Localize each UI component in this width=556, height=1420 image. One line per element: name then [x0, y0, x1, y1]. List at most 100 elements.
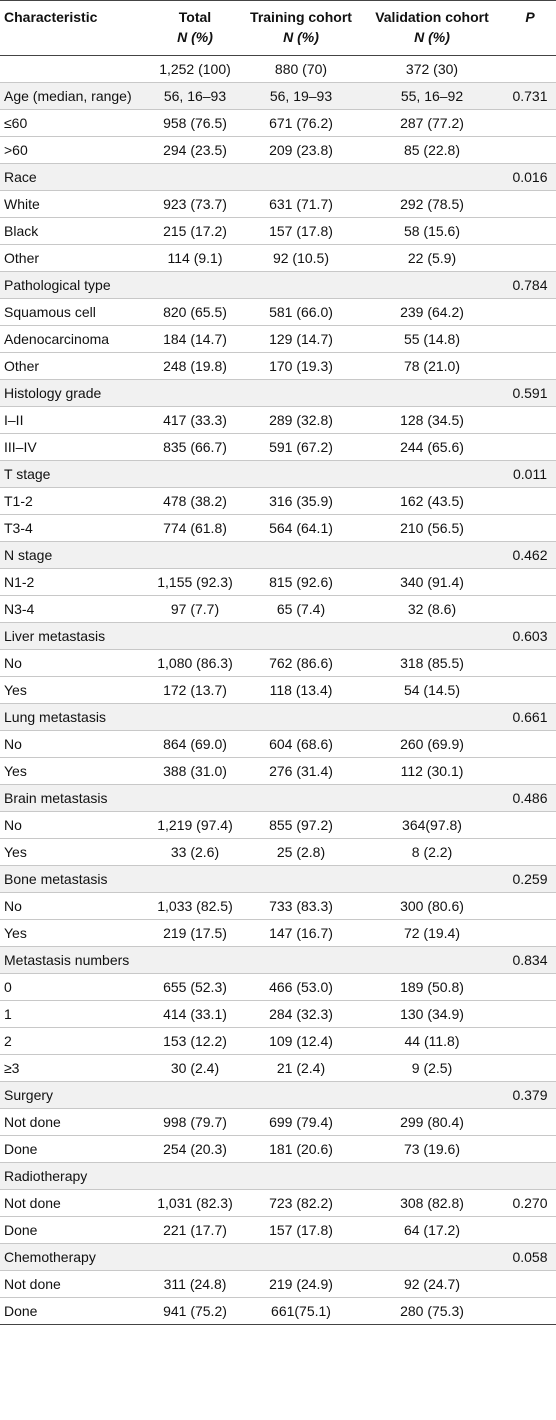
- row-training: 723 (82.2): [269, 1195, 333, 1211]
- table-row: Done 941 (75.2) 661(75.1) 280 (75.3): [0, 1297, 556, 1325]
- row-total: 1,031 (82.3): [157, 1195, 233, 1211]
- row-label: No: [4, 736, 22, 752]
- row-p-value: 0.661: [512, 709, 548, 725]
- row-label: No: [4, 655, 22, 671]
- table-group-row: Surgery 0.379: [0, 1081, 556, 1109]
- row-label: N stage: [4, 547, 53, 563]
- row-training: [240, 272, 360, 299]
- row-training: 631 (71.7): [269, 196, 333, 212]
- row-p-value: [502, 920, 556, 947]
- row-total: [148, 947, 240, 974]
- table-row: Done 221 (17.7) 157 (17.8) 64 (17.2): [0, 1216, 556, 1244]
- table-row: No 1,033 (82.5) 733 (83.3) 300 (80.6): [0, 892, 556, 920]
- row-training: 661(75.1): [271, 1303, 331, 1319]
- row-p-value: [502, 137, 556, 164]
- row-label: Yes: [4, 844, 27, 860]
- row-validation: [360, 866, 502, 893]
- table-group-row: Histology grade 0.591: [0, 379, 556, 407]
- header-training: Training cohort N (%): [240, 1, 360, 56]
- table-row: Other 114 (9.1) 92 (10.5) 22 (5.9): [0, 244, 556, 272]
- table-group-row: Race 0.016: [0, 163, 556, 191]
- row-p-value: [502, 569, 556, 596]
- row-total: 923 (73.7): [163, 196, 227, 212]
- row-label: N3-4: [4, 601, 35, 617]
- row-label: ≤60: [4, 115, 28, 131]
- table-row: Yes 388 (31.0) 276 (31.4) 112 (30.1): [0, 757, 556, 785]
- row-validation: [360, 461, 502, 488]
- row-p-value: [502, 1136, 556, 1163]
- table-row: T3-4 774 (61.8) 564 (64.1) 210 (56.5): [0, 514, 556, 542]
- table-group-row: Lung metastasis 0.661: [0, 703, 556, 731]
- row-label: >60: [4, 142, 28, 158]
- table-body: 1,252 (100) 880 (70) 372 (30) Age (median, …: [0, 55, 556, 1325]
- row-label: Other: [4, 250, 40, 266]
- row-p-value: [502, 839, 556, 866]
- row-p-value: [502, 974, 556, 1001]
- row-validation: 292 (78.5): [400, 196, 464, 212]
- row-label: No: [4, 817, 22, 833]
- row-total: 311 (24.8): [163, 1276, 227, 1292]
- row-total: 1,155 (92.3): [157, 574, 233, 590]
- row-validation: 55 (14.8): [403, 331, 461, 347]
- row-p-value: [502, 1028, 556, 1055]
- row-validation: [360, 704, 502, 731]
- table-group-row: Age (median, range) 56, 16–93 56, 19–93 55,…: [0, 82, 556, 110]
- row-training: [240, 623, 360, 650]
- row-total: 864 (69.0): [163, 736, 227, 752]
- row-total: 1,080 (86.3): [157, 655, 233, 671]
- row-training: [240, 542, 360, 569]
- row-total: 184 (14.7): [163, 331, 227, 347]
- row-total: [148, 785, 240, 812]
- row-total: 1,252 (100): [159, 61, 231, 77]
- row-total: 941 (75.2): [163, 1303, 227, 1319]
- row-p-value: [502, 1109, 556, 1136]
- row-p-value: [502, 191, 556, 218]
- table-row: No 1,080 (86.3) 762 (86.6) 318 (85.5): [0, 649, 556, 677]
- row-validation: 78 (21.0): [403, 358, 461, 374]
- table-group-row: Brain metastasis 0.486: [0, 784, 556, 812]
- row-validation: 239 (64.2): [400, 304, 464, 320]
- row-label: Not done: [4, 1276, 61, 1292]
- row-total: 414 (33.1): [163, 1006, 227, 1022]
- row-training: 118 (13.4): [269, 682, 333, 698]
- table-row: Other 248 (19.8) 170 (19.3) 78 (21.0): [0, 352, 556, 380]
- row-total: [148, 866, 240, 893]
- row-total: 820 (65.5): [163, 304, 227, 320]
- row-label: Pathological type: [4, 277, 111, 293]
- row-training: 564 (64.1): [269, 520, 333, 536]
- row-training: 762 (86.6): [269, 655, 333, 671]
- row-training: 56, 19–93: [269, 88, 333, 104]
- row-total: 998 (79.7): [163, 1114, 227, 1130]
- row-p-value: [502, 677, 556, 704]
- table-group-row: Bone metastasis 0.259: [0, 865, 556, 893]
- row-label: III–IV: [4, 439, 37, 455]
- row-p-value: 0.058: [512, 1249, 548, 1265]
- table-header: Characteristic Total N (%) Training coho…: [0, 0, 556, 56]
- row-total: 655 (52.3): [163, 979, 227, 995]
- row-training: 65 (7.4): [276, 601, 326, 617]
- table-row: ≤60 958 (76.5) 671 (76.2) 287 (77.2): [0, 109, 556, 137]
- row-p-value: [502, 1001, 556, 1028]
- row-validation: 287 (77.2): [400, 115, 464, 131]
- row-p-value: 0.834: [512, 952, 548, 968]
- table-row: I–II 417 (33.3) 289 (32.8) 128 (34.5): [0, 406, 556, 434]
- row-total: [148, 1163, 240, 1190]
- table-row: Not done 998 (79.7) 699 (79.4) 299 (80.4): [0, 1108, 556, 1136]
- row-label: N1-2: [4, 574, 35, 590]
- header-training-sub: N (%): [283, 29, 319, 45]
- row-label: 2: [4, 1033, 12, 1049]
- row-label: Done: [4, 1303, 38, 1319]
- table-row: No 1,219 (97.4) 855 (97.2) 364(97.8): [0, 811, 556, 839]
- row-training: [240, 1163, 360, 1190]
- row-total: 56, 16–93: [163, 88, 227, 104]
- row-p-value: 0.016: [512, 169, 548, 185]
- row-training: 880 (70): [274, 61, 328, 77]
- row-p-value: 0.486: [512, 790, 548, 806]
- row-training: 466 (53.0): [269, 979, 333, 995]
- row-label: Black: [4, 223, 39, 239]
- row-training: 157 (17.8): [269, 1222, 333, 1238]
- row-validation: 299 (80.4): [400, 1114, 464, 1130]
- row-validation: 9 (2.5): [411, 1060, 453, 1076]
- row-p-value: [502, 1271, 556, 1298]
- row-training: [240, 380, 360, 407]
